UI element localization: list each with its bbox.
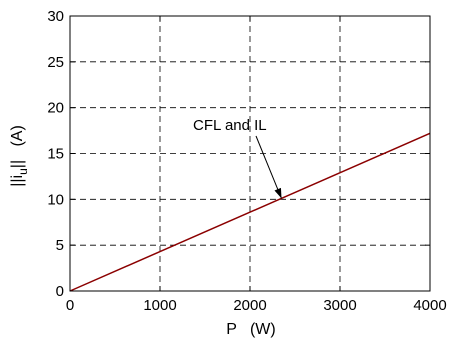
- y-tick-label: 20: [47, 100, 64, 117]
- y-axis-label-tail: || (A): [9, 125, 26, 168]
- series-line: [69, 132, 431, 292]
- ticks: [69, 15, 431, 292]
- x-tick-label: 1000: [143, 297, 176, 314]
- tick-labels: 0 1000 2000 3000 4000 0 5 10 15 20 25 30: [47, 8, 446, 314]
- y-tick-label: 30: [47, 8, 64, 25]
- grid-lines: [70, 16, 430, 291]
- y-tick-label: 10: [47, 191, 64, 208]
- x-tick-label: 4000: [413, 297, 446, 314]
- x-tick-label: 0: [66, 297, 74, 314]
- y-axis-label: ||iu|| (A): [9, 125, 30, 187]
- x-axis-label: P (W): [226, 321, 275, 338]
- y-tick-label: 5: [56, 237, 64, 254]
- y-tick-label: 0: [56, 283, 64, 300]
- x-tick-label: 3000: [323, 297, 356, 314]
- annotation-arrowhead: [274, 187, 282, 199]
- annotation-label: CFL and IL: [193, 117, 267, 134]
- annotation: CFL and IL: [193, 117, 282, 199]
- y-axis-label-subscript: u: [16, 168, 30, 175]
- x-tick-label: 2000: [233, 297, 266, 314]
- annotation-arrow: [255, 135, 282, 199]
- y-axis-label-main: ||i: [9, 175, 26, 187]
- series-layer: [69, 132, 431, 292]
- y-tick-label: 15: [47, 146, 64, 163]
- y-tick-label: 25: [47, 54, 64, 71]
